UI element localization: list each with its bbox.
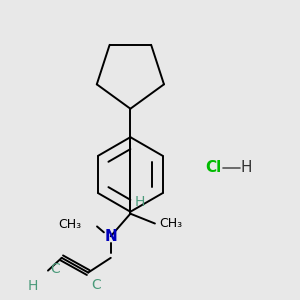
Text: CH₃: CH₃ <box>159 217 182 230</box>
Text: H: H <box>240 160 252 175</box>
Text: C: C <box>91 278 101 292</box>
Text: C: C <box>50 262 60 276</box>
Text: CH₃: CH₃ <box>58 218 81 231</box>
Text: H: H <box>134 195 145 209</box>
Text: N: N <box>104 229 117 244</box>
Text: H: H <box>28 279 38 293</box>
Text: Cl: Cl <box>206 160 222 175</box>
